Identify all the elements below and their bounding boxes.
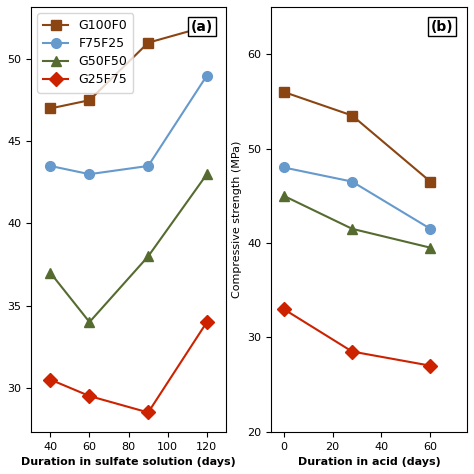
- G25F75: [349, 349, 355, 355]
- F75F25: [281, 164, 286, 170]
- G25F75: [47, 377, 53, 383]
- G50F50: [146, 254, 151, 259]
- X-axis label: Duration in sulfate solution (days): Duration in sulfate solution (days): [21, 457, 236, 467]
- G50F50: [204, 171, 210, 177]
- G100F0: [349, 113, 355, 118]
- G50F50: [428, 245, 433, 251]
- G50F50: [47, 270, 53, 275]
- G25F75: [281, 306, 286, 312]
- Text: (b): (b): [431, 20, 453, 34]
- G100F0: [47, 106, 53, 111]
- Line: G25F75: G25F75: [46, 317, 212, 417]
- G100F0: [146, 40, 151, 46]
- F75F25: [146, 163, 151, 169]
- Line: G25F75: G25F75: [279, 304, 435, 371]
- G50F50: [281, 193, 286, 199]
- Legend: G100F0, F75F25, G50F50, G25F75: G100F0, F75F25, G50F50, G25F75: [37, 13, 133, 93]
- Line: G50F50: G50F50: [279, 191, 435, 253]
- F75F25: [349, 179, 355, 184]
- F75F25: [47, 163, 53, 169]
- Line: G100F0: G100F0: [46, 21, 212, 113]
- G100F0: [204, 23, 210, 29]
- G25F75: [146, 410, 151, 415]
- G50F50: [349, 226, 355, 232]
- G25F75: [204, 319, 210, 325]
- G100F0: [428, 179, 433, 184]
- G25F75: [87, 393, 92, 399]
- F75F25: [204, 73, 210, 78]
- Line: G50F50: G50F50: [46, 169, 212, 327]
- Line: F75F25: F75F25: [279, 163, 435, 234]
- F75F25: [428, 226, 433, 232]
- G100F0: [281, 89, 286, 95]
- G25F75: [428, 363, 433, 369]
- G100F0: [87, 97, 92, 103]
- G50F50: [87, 319, 92, 325]
- Y-axis label: Compressive strength (MPa): Compressive strength (MPa): [232, 141, 242, 298]
- Line: F75F25: F75F25: [46, 71, 212, 179]
- F75F25: [87, 171, 92, 177]
- Text: (a): (a): [191, 20, 213, 34]
- Line: G100F0: G100F0: [279, 87, 435, 186]
- X-axis label: Duration in acid (days): Duration in acid (days): [298, 457, 441, 467]
